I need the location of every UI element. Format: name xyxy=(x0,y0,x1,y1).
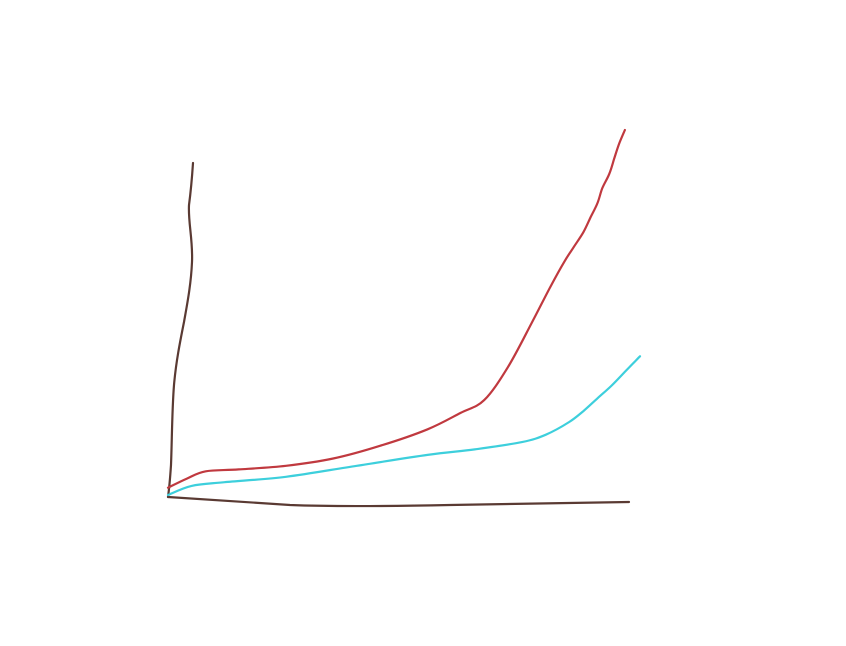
x-axis-line xyxy=(166,495,631,508)
y-axis-line xyxy=(166,161,195,499)
plot-area xyxy=(166,128,642,497)
series-line-1 xyxy=(166,128,626,489)
series-line-2 xyxy=(166,355,642,497)
axes xyxy=(166,161,631,508)
